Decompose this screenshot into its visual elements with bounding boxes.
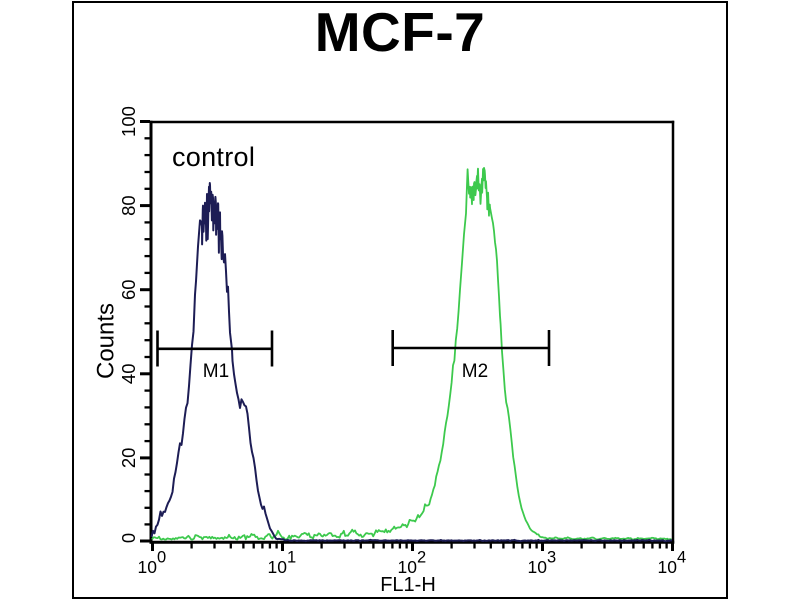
svg-text:Counts: Counts: [93, 303, 120, 379]
svg-text:20: 20: [118, 448, 139, 469]
svg-text:10: 10: [658, 557, 678, 577]
svg-text:3: 3: [547, 549, 556, 567]
svg-text:0: 0: [157, 549, 166, 567]
svg-text:0: 0: [118, 533, 139, 543]
svg-text:80: 80: [118, 195, 139, 216]
svg-text:4: 4: [677, 549, 686, 567]
svg-text:40: 40: [118, 364, 139, 385]
svg-text:10: 10: [528, 557, 548, 577]
svg-text:100: 100: [118, 106, 139, 137]
svg-text:M1: M1: [203, 361, 229, 382]
svg-text:2: 2: [417, 549, 426, 567]
svg-text:FL1-H: FL1-H: [380, 574, 436, 596]
svg-text:control: control: [172, 142, 255, 172]
svg-text:60: 60: [118, 279, 139, 300]
svg-text:10: 10: [138, 557, 158, 577]
svg-text:10: 10: [398, 557, 418, 577]
svg-text:10: 10: [268, 557, 288, 577]
svg-text:M2: M2: [462, 361, 488, 382]
svg-text:1: 1: [287, 549, 296, 567]
